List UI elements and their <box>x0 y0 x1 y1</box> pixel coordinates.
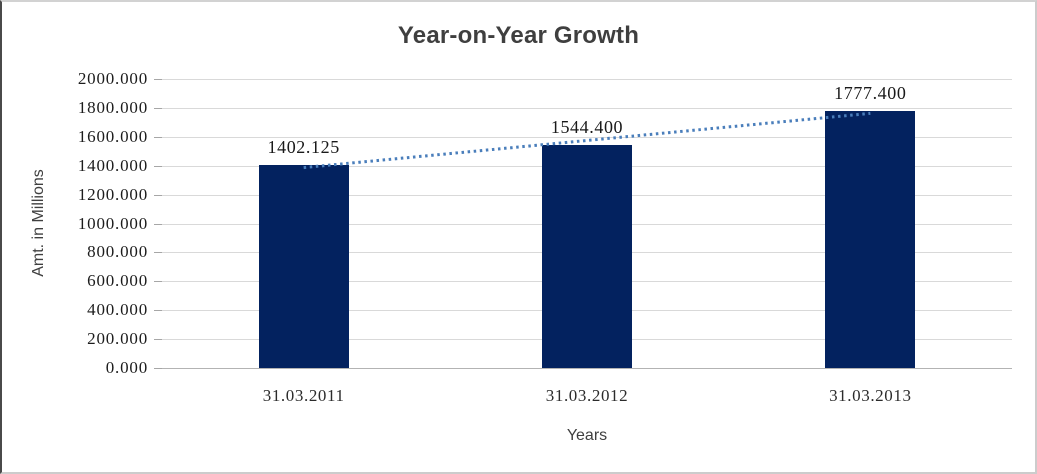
y-axis-tick <box>154 310 162 312</box>
y-axis-tick <box>154 165 162 167</box>
gridline <box>162 107 1012 109</box>
bar <box>825 111 916 368</box>
y-tick-label: 200.000 <box>87 329 148 349</box>
trendline <box>303 111 871 170</box>
gridline <box>162 79 1012 80</box>
gridline <box>162 136 1012 138</box>
bar-value-label: 1402.125 <box>267 137 340 158</box>
x-axis-line <box>162 368 1012 369</box>
x-axis-title: Years <box>566 427 608 444</box>
y-tick-label: 800.000 <box>87 242 148 262</box>
x-tick-label: 31.03.2013 <box>829 386 912 405</box>
y-axis-tick <box>154 136 162 138</box>
y-axis-tick <box>154 223 162 225</box>
chart-title: Year-on-Year Growth <box>397 22 640 49</box>
bar <box>258 165 349 368</box>
y-tick-label: 1200.000 <box>77 184 148 204</box>
y-tick-label: 400.000 <box>87 300 148 320</box>
y-tick-label: 1600.000 <box>77 126 148 146</box>
y-tick-label: 1000.000 <box>77 213 148 233</box>
y-axis-tick <box>154 281 162 283</box>
y-tick-label: 1800.000 <box>77 97 148 117</box>
y-axis-tick <box>154 194 162 196</box>
bar <box>542 144 632 368</box>
y-axis-tick <box>154 339 162 341</box>
y-tick-label: 600.000 <box>87 271 148 291</box>
bar-value-label: 1777.400 <box>834 83 907 104</box>
y-tick-label: 1400.000 <box>77 155 148 175</box>
y-axis-tick <box>154 107 162 109</box>
plot-area: 0.000 200.000 400.000 600.000 800.000 1000.00… <box>78 69 1012 405</box>
y-tick-label: 2000.000 <box>77 69 148 88</box>
x-tick-label: 31.03.2012 <box>545 386 629 405</box>
x-tick-label: 31.03.2011 <box>262 386 345 405</box>
y-axis-tick <box>154 252 162 254</box>
y-axis-tick <box>154 368 162 369</box>
bar-value-label: 1544.400 <box>550 116 624 137</box>
y-axis-tick <box>154 79 162 80</box>
y-tick-label: 0.000 <box>105 358 148 377</box>
